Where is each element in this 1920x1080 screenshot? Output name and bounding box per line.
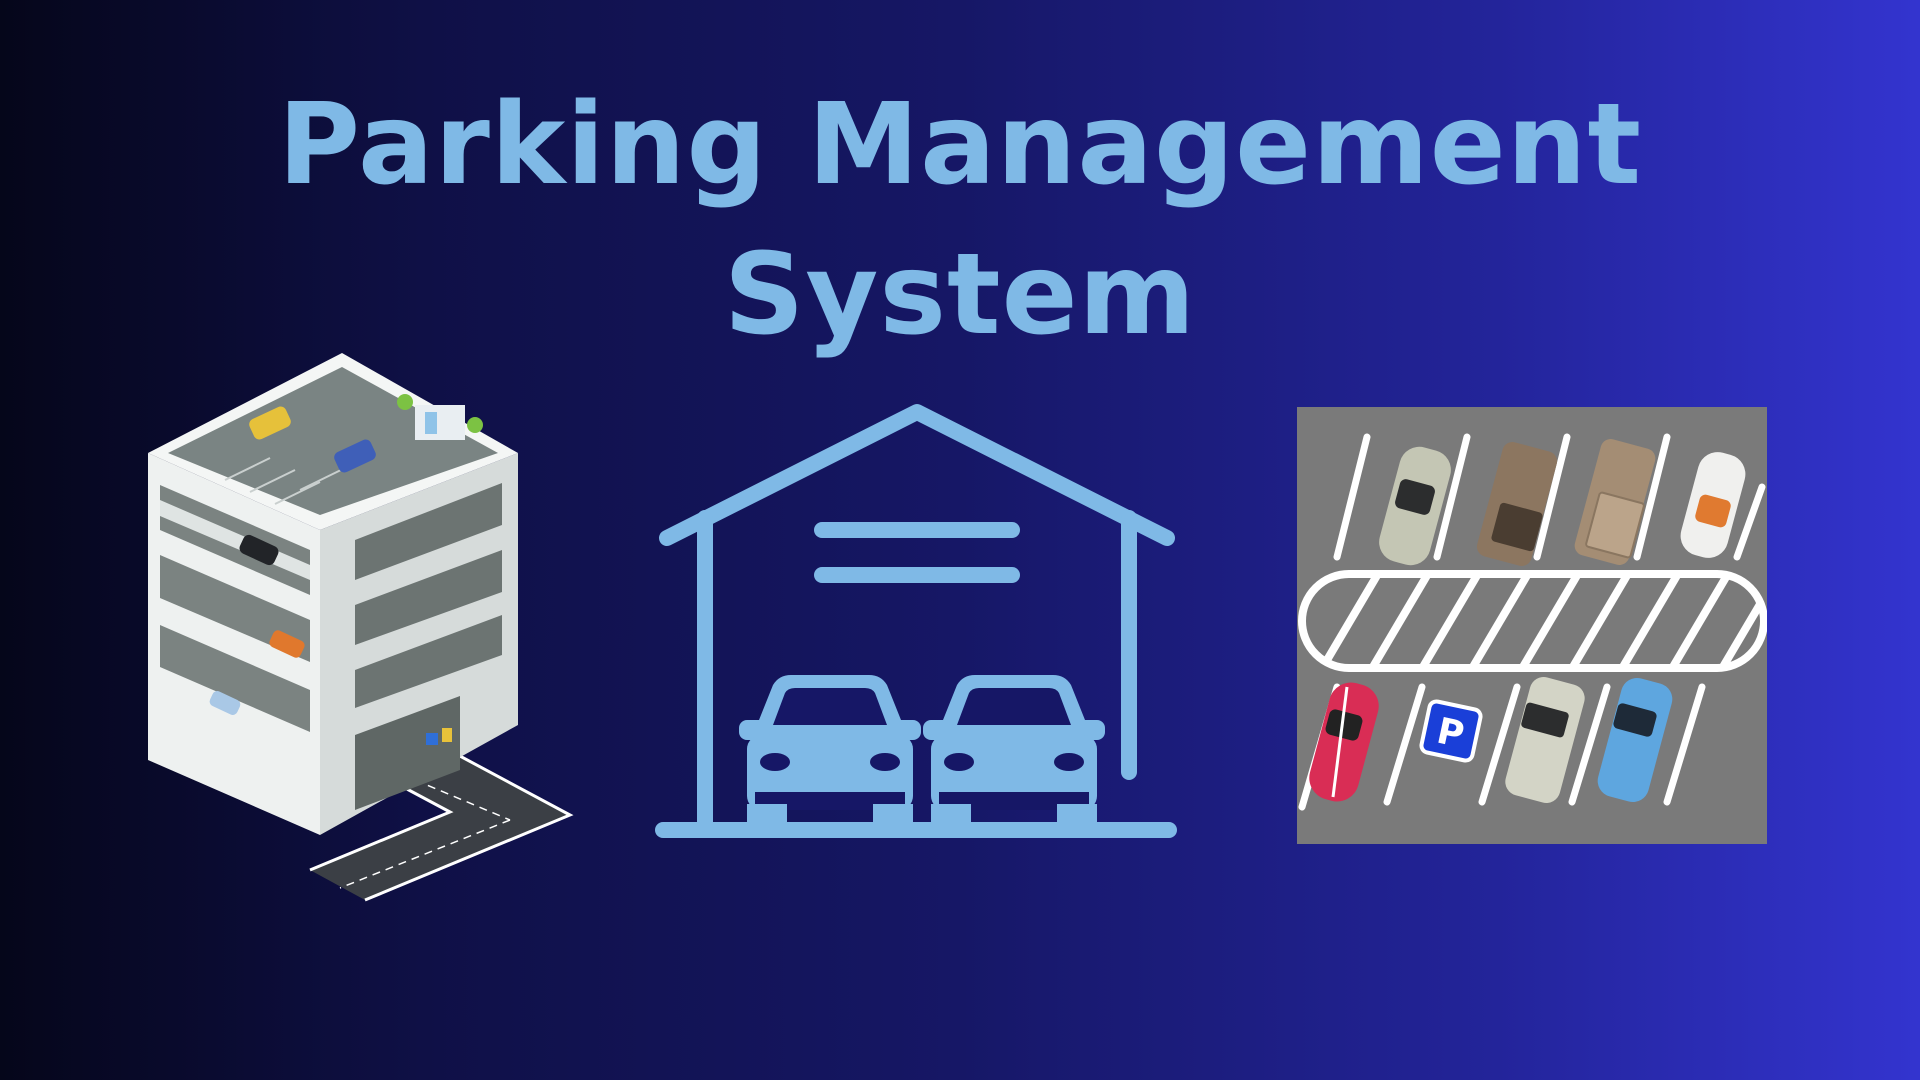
multi-storey-parking-icon [148, 353, 574, 902]
title-line-2: System [723, 230, 1197, 360]
parking-lot-icon: P [1297, 407, 1767, 844]
parking-sign-icon: P [1419, 699, 1483, 763]
garage-icon [655, 404, 1177, 838]
page-title: Parking Management System [0, 70, 1920, 370]
title-line-1: Parking Management [277, 80, 1643, 210]
